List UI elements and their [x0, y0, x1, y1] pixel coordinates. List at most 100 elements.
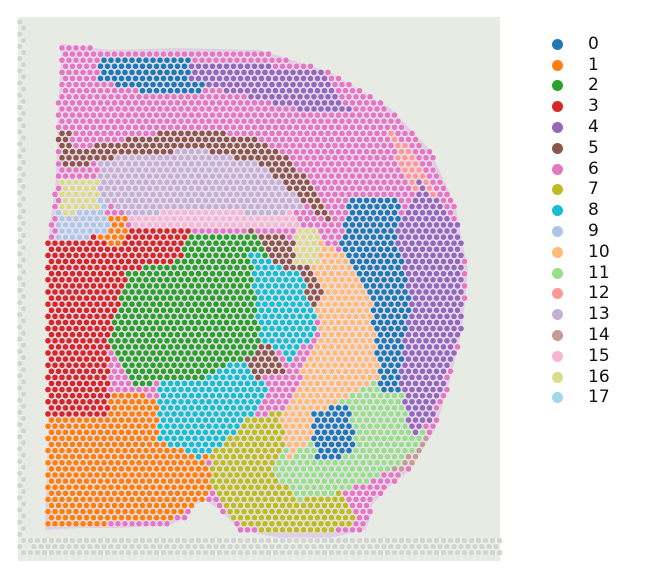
spot-cluster-8: [268, 276, 276, 284]
spot-cluster-1: [125, 416, 132, 424]
spot-cluster-5: [268, 361, 276, 369]
spot-cluster-13: [121, 191, 129, 198]
spot-cluster-6: [317, 215, 325, 223]
spot-cluster-3: [48, 355, 55, 363]
spot-cluster-4: [419, 392, 426, 400]
spot-cluster-11: [377, 392, 384, 400]
spot-cluster-9: [58, 215, 66, 223]
spot-cluster-6: [307, 136, 314, 143]
spot-cluster-3: [107, 313, 115, 320]
grid-spot: [478, 543, 486, 550]
grid-spot: [20, 36, 27, 44]
spot-cluster-4: [429, 386, 437, 393]
spot-cluster-6: [93, 105, 101, 113]
spot-cluster-6: [177, 117, 185, 125]
spot-cluster-8: [223, 367, 230, 375]
spot-cluster-8: [202, 380, 209, 387]
spot-cluster-12: [419, 172, 426, 180]
spot-cluster-0: [398, 331, 405, 339]
spot-cluster-6: [237, 111, 244, 119]
spot-cluster-4: [454, 294, 461, 302]
grid-spot: [184, 543, 192, 550]
spot-cluster-6: [139, 99, 146, 107]
spot-cluster-4: [457, 264, 465, 271]
spot-cluster-1: [128, 422, 136, 430]
spot-cluster-1: [86, 447, 94, 454]
spot-cluster-2: [170, 276, 178, 284]
spot-cluster-4: [433, 294, 440, 302]
spot-cluster-6: [83, 136, 90, 143]
spot-cluster-13: [149, 178, 157, 186]
spot-cluster-1: [156, 471, 164, 479]
grid-spot: [174, 549, 181, 557]
spot-cluster-0: [387, 264, 395, 271]
spot-cluster-3: [146, 233, 153, 241]
spot-cluster-3: [153, 233, 160, 241]
spot-cluster-6: [128, 105, 136, 113]
spot-cluster-0: [394, 386, 402, 393]
spot-cluster-0: [310, 410, 318, 418]
spot-cluster-10: [324, 386, 332, 393]
spot-cluster-3: [72, 410, 80, 418]
spot-cluster-13: [258, 184, 265, 192]
grid-spot: [230, 537, 237, 544]
spot-cluster-11: [387, 410, 395, 418]
grid-spot: [314, 537, 321, 544]
spot-cluster-16: [293, 233, 300, 241]
spot-cluster-5: [174, 136, 181, 143]
legend-item-6: 6: [552, 159, 610, 180]
spot-cluster-5: [83, 148, 90, 156]
spot-cluster-0: [370, 294, 377, 302]
spot-cluster-4: [212, 81, 220, 88]
spot-cluster-13: [251, 197, 258, 204]
spot-cluster-7: [244, 441, 251, 448]
spot-cluster-13: [188, 197, 195, 204]
spot-cluster-6: [146, 111, 153, 119]
spot-cluster-4: [244, 62, 251, 70]
spot-cluster-7: [212, 471, 220, 479]
spot-cluster-6: [331, 130, 339, 137]
spot-cluster-4: [398, 245, 405, 253]
spot-cluster-6: [415, 154, 423, 162]
spot-cluster-0: [156, 69, 164, 76]
spot-cluster-2: [205, 300, 213, 308]
spot-cluster-2: [258, 245, 265, 253]
spot-cluster-3: [65, 313, 73, 320]
spot-cluster-4: [429, 398, 437, 406]
spot-cluster-7: [233, 483, 241, 491]
grid-spot: [16, 372, 24, 380]
spot-cluster-3: [93, 276, 101, 284]
spot-cluster-11: [349, 392, 356, 400]
spot-cluster-3: [62, 319, 69, 326]
spot-cluster-10: [352, 337, 360, 345]
spot-cluster-1: [142, 422, 150, 430]
spot-cluster-6: [93, 130, 101, 137]
spot-cluster-10: [303, 398, 311, 406]
spot-cluster-4: [419, 355, 426, 363]
spot-cluster-6: [121, 117, 129, 125]
spot-cluster-2: [209, 355, 216, 363]
spot-cluster-1: [65, 435, 73, 442]
spot-cluster-8: [216, 416, 223, 424]
spot-cluster-6: [153, 123, 160, 131]
spot-cluster-6: [275, 117, 283, 125]
spot-cluster-13: [254, 203, 262, 210]
spot-cluster-2: [230, 282, 237, 290]
spot-cluster-4: [296, 81, 304, 88]
spot-cluster-14: [422, 435, 430, 442]
spot-cluster-11: [405, 428, 412, 436]
spot-cluster-2: [209, 270, 216, 278]
spot-cluster-11: [289, 471, 297, 479]
spot-cluster-4: [282, 69, 290, 76]
spot-cluster-6: [79, 142, 87, 149]
spot-cluster-13: [237, 197, 244, 204]
spot-cluster-13: [170, 166, 178, 174]
spot-cluster-7: [279, 502, 286, 509]
spot-cluster-7: [254, 422, 262, 430]
spot-cluster-7: [275, 410, 283, 418]
spot-cluster-7: [226, 471, 234, 479]
spot-cluster-3: [76, 306, 83, 314]
spot-cluster-4: [286, 87, 293, 95]
spot-cluster-0: [359, 239, 367, 247]
spot-cluster-13: [170, 203, 178, 210]
